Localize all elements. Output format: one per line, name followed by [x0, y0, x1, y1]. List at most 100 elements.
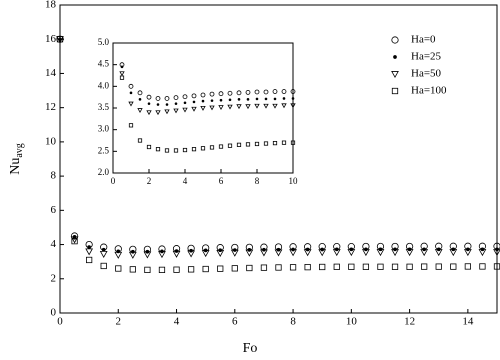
marker-square	[272, 140, 278, 146]
marker-square	[391, 263, 399, 270]
marker-triangle	[119, 71, 125, 77]
marker-circle	[155, 96, 161, 101]
x-tick-label: 10	[346, 316, 358, 328]
marker-triangle	[200, 106, 206, 111]
y-tick-label: 3.5	[98, 102, 110, 112]
y-tick-label: 4	[51, 238, 57, 250]
x-tick-label: 4	[174, 316, 180, 328]
x-tick-label: 0	[111, 176, 116, 186]
plot-frame	[59, 4, 498, 314]
marker-dot	[228, 98, 232, 102]
marker-square	[236, 142, 242, 147]
marker-triangle	[449, 249, 458, 257]
marker-dot	[210, 99, 214, 102]
marker-circle	[290, 89, 296, 94]
x-tick-label: 12	[404, 316, 415, 328]
marker-dot	[129, 91, 133, 95]
marker-triangle	[216, 249, 225, 257]
marker-triangle	[164, 109, 170, 115]
marker-triangle	[493, 249, 500, 257]
marker-circle	[137, 90, 143, 96]
marker-square	[281, 140, 287, 145]
y-axis-label-sub: avg	[14, 143, 25, 157]
legend-label: Ha=0	[411, 34, 436, 46]
marker-triangle	[209, 105, 215, 111]
marker-triangle	[281, 103, 287, 109]
marker-triangle	[391, 71, 399, 79]
marker-square	[217, 265, 224, 272]
marker-square	[227, 143, 233, 148]
x-tick-label: 2	[147, 176, 152, 186]
marker-dot	[246, 98, 250, 101]
marker-square	[260, 264, 268, 271]
marker-triangle	[70, 236, 79, 244]
marker-circle	[200, 92, 206, 98]
x-tick-label: 14	[462, 316, 474, 328]
marker-triangle	[158, 251, 166, 259]
marker-square	[479, 263, 486, 270]
y-tick-label: 2.0	[98, 167, 110, 177]
marker-circle	[281, 89, 287, 94]
y-axis-label-main: Nu	[8, 158, 23, 175]
marker-triangle	[420, 249, 429, 257]
marker-square	[245, 142, 251, 147]
marker-dot	[291, 97, 295, 100]
marker-triangle	[85, 248, 94, 256]
marker-circle	[209, 91, 215, 97]
marker-square	[406, 263, 413, 270]
y-tick-label: 4.0	[98, 80, 110, 90]
marker-square	[218, 144, 224, 149]
marker-square	[128, 123, 134, 128]
marker-triangle	[182, 107, 188, 113]
marker-dot	[101, 247, 106, 252]
marker-dot	[255, 97, 259, 101]
y-tick-label: 16	[45, 33, 57, 45]
y-tick-label: 3.0	[98, 124, 110, 134]
marker-dot	[237, 98, 241, 101]
marker-circle	[182, 94, 188, 100]
marker-square	[164, 148, 170, 153]
marker-square	[202, 265, 209, 273]
marker-square	[71, 238, 78, 245]
marker-square	[377, 263, 384, 270]
marker-triangle	[290, 103, 296, 109]
marker-triangle	[272, 103, 278, 109]
marker-circle	[218, 91, 224, 97]
y-tick-label: 6	[51, 204, 57, 216]
marker-square	[86, 256, 93, 264]
marker-triangle	[230, 249, 239, 257]
marker-square	[263, 141, 269, 146]
marker-circle	[128, 83, 134, 89]
legend-label: Ha=100	[411, 85, 447, 97]
marker-square	[187, 266, 195, 273]
marker-dot	[138, 98, 142, 101]
marker-triangle	[260, 249, 268, 257]
marker-dot	[201, 99, 205, 103]
marker-square	[209, 145, 215, 150]
x-tick-label: 2	[116, 316, 122, 328]
y-axis-label: Nuavg	[8, 143, 25, 175]
marker-triangle	[191, 106, 197, 112]
marker-triangle	[478, 249, 487, 257]
marker-circle	[227, 90, 233, 96]
marker-triangle	[332, 249, 341, 257]
legend-label: Ha=50	[411, 68, 442, 80]
x-tick-label: 6	[232, 316, 238, 328]
marker-dot	[147, 102, 151, 105]
marker-square	[144, 266, 151, 274]
marker-triangle	[405, 249, 414, 257]
marker-square	[200, 146, 206, 151]
marker-circle	[236, 90, 242, 96]
marker-dot	[165, 103, 169, 106]
marker-square	[56, 36, 64, 43]
marker-square	[137, 138, 143, 143]
marker-circle	[272, 89, 278, 94]
marker-square	[421, 263, 428, 270]
y-tick-label: 10	[45, 135, 57, 147]
marker-circle	[263, 89, 269, 95]
marker-triangle	[201, 250, 210, 258]
marker-square	[464, 263, 471, 270]
marker-circle	[146, 94, 152, 100]
marker-square	[155, 147, 161, 152]
